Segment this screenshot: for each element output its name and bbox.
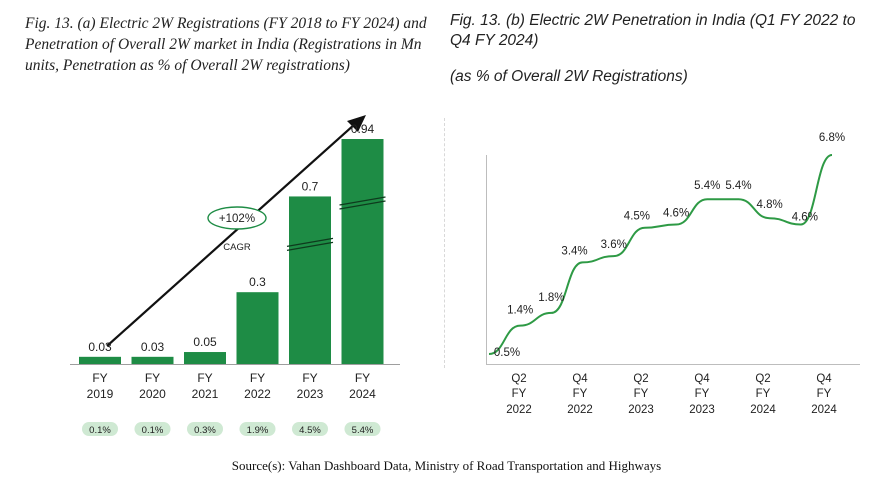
bar-value-label: 0.03 bbox=[141, 340, 165, 354]
bar-tick-label: FY bbox=[302, 371, 317, 385]
penetration-label: 0.1% bbox=[89, 425, 111, 436]
bar-fy-2024 bbox=[341, 139, 384, 364]
bar-value-label: 0.7 bbox=[302, 179, 319, 193]
penetration-pill bbox=[187, 422, 223, 436]
right-chart-title: Fig. 13. (b) Electric 2W Penetration in … bbox=[450, 12, 856, 49]
bar-tick-label: FY bbox=[250, 371, 265, 385]
bar-fy-2021 bbox=[184, 352, 226, 364]
line-tick-label: Q2 bbox=[633, 373, 648, 385]
line-tick-label: 2023 bbox=[689, 404, 715, 416]
bar-tick-label: 2022 bbox=[244, 387, 271, 401]
bar-value-label: 0.05 bbox=[193, 335, 217, 349]
penetration-label: 1.9% bbox=[247, 425, 269, 436]
line-point-label: 5.4% bbox=[725, 180, 751, 192]
growth-arrow-line bbox=[106, 123, 356, 347]
bar-tick-label: 2024 bbox=[349, 387, 376, 401]
growth-arrow-head bbox=[347, 115, 366, 132]
axis-break-line bbox=[339, 200, 386, 210]
line-tick-label: Q4 bbox=[572, 373, 588, 385]
line-tick-label: 2023 bbox=[628, 404, 654, 416]
cagr-bubble bbox=[207, 206, 267, 230]
panel-divider bbox=[444, 118, 445, 368]
bar-tick-label: 2021 bbox=[192, 387, 219, 401]
line-tick-label: Q2 bbox=[755, 373, 770, 385]
bar-fy-2020 bbox=[131, 356, 174, 364]
line-tick-label: FY bbox=[817, 388, 832, 400]
penetration-pill bbox=[344, 422, 381, 436]
penetration-pill bbox=[82, 422, 118, 436]
line-point-label: 4.5% bbox=[624, 211, 650, 223]
line-tick-label: 2024 bbox=[750, 404, 776, 416]
penetration-label: 5.4% bbox=[352, 425, 374, 436]
penetration-line bbox=[488, 154, 833, 355]
line-tick-label: FY bbox=[695, 388, 710, 400]
bar-fy-2019 bbox=[79, 356, 121, 364]
bar-value-label: 0.03 bbox=[88, 340, 112, 354]
line-point-label: 3.6% bbox=[601, 239, 627, 251]
bar-tick-label: FY bbox=[197, 371, 212, 385]
line-point-label: 1.8% bbox=[538, 292, 564, 304]
line-point-label: 5.4% bbox=[694, 180, 720, 192]
penetration-pill bbox=[134, 422, 171, 436]
line-tick-label: FY bbox=[512, 388, 527, 400]
bar-tick-label: 2020 bbox=[139, 387, 166, 401]
line-tick-label: Q4 bbox=[816, 373, 832, 385]
line-tick-label: FY bbox=[756, 388, 771, 400]
cagr-value: +102% bbox=[219, 213, 255, 225]
line-tick-label: 2022 bbox=[506, 404, 532, 416]
left-chart-title: Fig. 13. (a) Electric 2W Registrations (… bbox=[25, 15, 427, 74]
bar-tick-label: FY bbox=[92, 371, 107, 385]
line-tick-label: Q4 bbox=[694, 373, 710, 385]
bar-tick-label: 2019 bbox=[87, 387, 114, 401]
line-point-label: 0.5% bbox=[494, 347, 520, 359]
right-chart-subtitle: (as % of Overall 2W Registrations) bbox=[450, 68, 688, 85]
cagr-label: CAGR bbox=[223, 242, 251, 253]
penetration-pill bbox=[292, 422, 328, 436]
bar-value-label: 0.3 bbox=[249, 275, 266, 289]
bar-tick-label: FY bbox=[145, 371, 160, 385]
penetration-pill bbox=[239, 422, 276, 436]
line-point-label: 4.6% bbox=[663, 207, 689, 219]
bar-fy-2023 bbox=[289, 196, 331, 364]
line-tick-label: Q2 bbox=[511, 373, 526, 385]
bar-value-label: 0.94 bbox=[351, 122, 375, 136]
source-note: Source(s): Vahan Dashboard Data, Ministr… bbox=[231, 458, 662, 473]
penetration-label: 0.1% bbox=[142, 425, 164, 436]
line-tick-label: 2024 bbox=[811, 404, 837, 416]
axis-break-line bbox=[286, 241, 334, 251]
bar-tick-label: FY bbox=[355, 371, 370, 385]
bar-fy-2022 bbox=[236, 292, 279, 364]
line-point-label: 6.8% bbox=[819, 132, 845, 144]
bar-tick-label: 2023 bbox=[297, 387, 324, 401]
axis-break-line bbox=[286, 237, 334, 247]
penetration-label: 4.5% bbox=[299, 425, 321, 436]
line-point-label: 4.6% bbox=[792, 211, 818, 223]
line-point-label: 1.4% bbox=[507, 305, 533, 317]
line-point-label: 4.8% bbox=[757, 199, 783, 211]
line-point-label: 3.4% bbox=[561, 245, 587, 257]
line-tick-label: FY bbox=[634, 388, 649, 400]
penetration-label: 0.3% bbox=[194, 425, 216, 436]
line-tick-label: FY bbox=[573, 388, 588, 400]
axis-break-line bbox=[339, 196, 386, 206]
line-tick-label: 2022 bbox=[567, 404, 593, 416]
